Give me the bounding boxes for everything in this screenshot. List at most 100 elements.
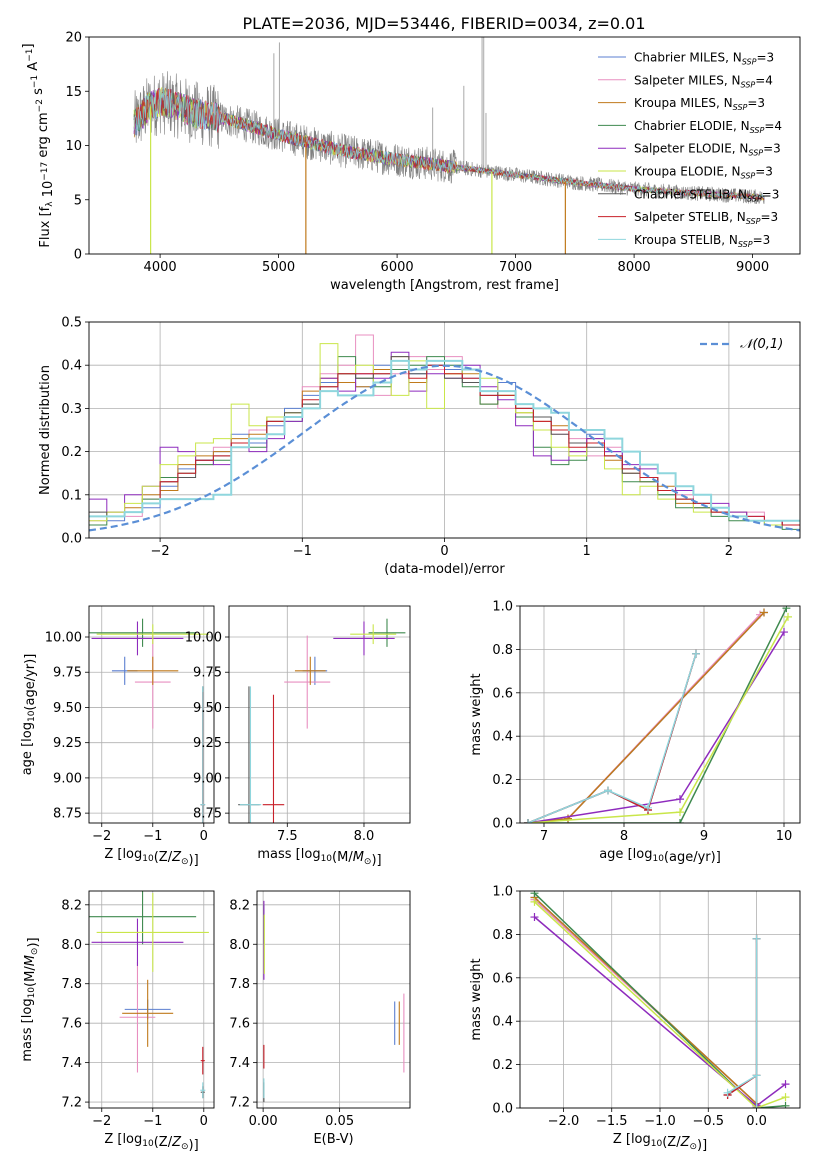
- x-tick-label: 8.0: [354, 829, 375, 844]
- spectrum-legend: Chabrier MILES, NSSP=3 Salpeter MILES, NS…: [598, 51, 782, 249]
- label-part: )]: [697, 1138, 707, 1153]
- legend-count: =3: [753, 233, 771, 247]
- series-line: [727, 938, 758, 1108]
- point-marker: [676, 808, 684, 817]
- x-tick-label: 2: [725, 544, 733, 559]
- legend-count: =3: [747, 96, 765, 110]
- y-tick-label: 0.6: [492, 971, 513, 986]
- label-part: erg: [36, 132, 51, 162]
- massweight_vs_Z-panel: −2.0 −1.5 −1.0 −0.5 0.0 0.0 0.2 0.4 0.6 0.8 1.0 Z […: [469, 885, 801, 1153]
- mass_vs_Z-panel: −2 −1 07.27.47.67.88.08.2Z [log10(Z/Z⊙)]ma…: [20, 890, 215, 1153]
- x-tick-label: 0.00: [249, 1114, 278, 1129]
- series-lines: [530, 891, 790, 1108]
- label-sub: ⊙: [181, 857, 189, 867]
- point-marker: [784, 612, 792, 621]
- y-tick-label: 8.75: [53, 807, 82, 822]
- series-line: [527, 653, 697, 823]
- series-line: [527, 653, 697, 823]
- legend-label: Chabrier STELIB, NSSP=3: [634, 187, 779, 203]
- y-tick-label: 0.2: [492, 1058, 513, 1073]
- series-line: [528, 607, 788, 823]
- legend-sub: SSP: [748, 149, 763, 158]
- legend-count: =4: [764, 119, 782, 133]
- label-part: Z [: [104, 847, 122, 862]
- series-line: [527, 653, 697, 823]
- point-marker: [782, 606, 791, 613]
- errorbar: [200, 1082, 206, 1099]
- legend-label: Kroupa MILES, NSSP=3: [634, 96, 765, 112]
- y-tick-label: 0.0: [492, 1102, 513, 1117]
- label-part: (data-model)/error: [384, 562, 505, 577]
- model-line: [133, 87, 765, 200]
- data-spectrum-line: [133, 71, 765, 205]
- x-tick-label: −1: [143, 1114, 162, 1129]
- legend-label: Kroupa ELODIE, NSSP=3: [634, 165, 773, 181]
- label-part: log: [631, 1132, 651, 1147]
- label-sub: 10: [142, 1139, 154, 1149]
- y-tick-label: 0.0: [492, 817, 513, 832]
- point-marker: [760, 608, 768, 617]
- x-tick-label: −2: [151, 544, 170, 559]
- y-tick-label: 8.2: [229, 898, 250, 913]
- label-part: (Z/: [662, 1135, 681, 1150]
- y-tick-label: 8.0: [61, 938, 82, 953]
- y-tick-label: 0.4: [61, 359, 82, 374]
- series-line: [527, 611, 765, 823]
- label-sup: −1: [25, 48, 35, 61]
- label-part: wavelength [Angstrom, rest frame]: [330, 278, 559, 293]
- x-tick-label: 9000: [736, 260, 769, 275]
- label-sup: −17: [40, 162, 50, 181]
- histogram-series: [89, 360, 800, 526]
- point-marker: [530, 913, 539, 922]
- series-line: [527, 631, 785, 823]
- y-tick-label: 0.6: [492, 686, 513, 701]
- label-part: Z [: [613, 1132, 631, 1147]
- y-tick-label: 9.25: [53, 736, 82, 751]
- x-tick-label: −0.5: [692, 1114, 724, 1129]
- histogram-series: [89, 356, 800, 530]
- axes-frame: [88, 321, 801, 539]
- label-sub: ⊙: [30, 948, 40, 956]
- x-tick-label: −2.0: [548, 1114, 580, 1129]
- label-part: mass [: [20, 1018, 35, 1061]
- label-part: Z: [680, 1135, 691, 1150]
- label-part: M: [353, 850, 364, 865]
- axes-frame: [88, 605, 215, 824]
- spectrum-panel: 4000 5000 6000 7000 8000 9000 0 5 10 15 20 waveleng…: [21, 31, 801, 293]
- errorbar: [96, 892, 209, 972]
- label-sub: 10: [27, 710, 37, 722]
- x-tick-label: 7: [540, 829, 548, 844]
- y-tick-label: 0.4: [492, 1015, 513, 1030]
- legend-count: =3: [755, 165, 773, 179]
- x-axis-label: Z [log10(Z/Z⊙)]: [104, 847, 198, 868]
- y-tick-label: 7.6: [61, 1017, 82, 1032]
- series-line: [727, 938, 758, 1108]
- label-part: mass [: [257, 847, 300, 862]
- series-line: [533, 892, 786, 1108]
- y-tick-label: 0: [74, 248, 82, 263]
- y-tick-label: 0.3: [61, 402, 82, 417]
- y-tick-label: 7.2: [229, 1096, 250, 1111]
- axes-frame: [256, 890, 411, 1109]
- y-tick-label: 10.00: [45, 631, 82, 646]
- label-part: )]: [189, 853, 199, 868]
- legend-count: =3: [763, 142, 781, 156]
- x-tick-label: −2: [92, 829, 111, 844]
- point-marker: [781, 1101, 790, 1108]
- y-tick-label: 0.4: [492, 730, 513, 745]
- x-axis-label: mass [log10(M/M⊙)]: [257, 847, 381, 868]
- label-sub: 10: [142, 854, 154, 864]
- label-part: (age/yr)]: [23, 654, 38, 711]
- label-part: age [: [599, 847, 632, 862]
- errorbar: [333, 621, 395, 656]
- y-tick-label: 8.0: [229, 938, 250, 953]
- y-tick-label: 7.2: [61, 1096, 82, 1111]
- label-part: (M/: [23, 966, 38, 987]
- errorbar: [127, 656, 179, 685]
- errorbar: [91, 621, 184, 656]
- errorbars: [89, 618, 209, 823]
- errorbar: [119, 962, 156, 1073]
- label-part: age [: [20, 742, 35, 775]
- y-tick-label: 0.5: [61, 316, 82, 331]
- legend-sub: SSP: [747, 194, 762, 203]
